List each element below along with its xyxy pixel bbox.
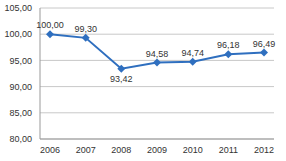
svg-text:2006: 2006 [40, 145, 60, 155]
svg-text:94,74: 94,74 [181, 48, 204, 58]
svg-text:2011: 2011 [219, 145, 238, 155]
svg-text:2008: 2008 [111, 145, 131, 155]
svg-text:100,00: 100,00 [8, 29, 32, 39]
svg-text:93,42: 93,42 [110, 74, 133, 84]
svg-text:105,00: 105,00 [8, 3, 32, 13]
svg-text:99,30: 99,30 [74, 24, 97, 34]
svg-text:100,00: 100,00 [36, 20, 64, 30]
svg-text:80,00: 80,00 [9, 134, 32, 144]
svg-text:96,49: 96,49 [253, 39, 276, 49]
svg-text:95,00: 95,00 [9, 56, 32, 66]
svg-text:90,00: 90,00 [9, 82, 32, 92]
svg-text:85,00: 85,00 [9, 108, 32, 118]
svg-text:2007: 2007 [76, 145, 96, 155]
svg-text:2012: 2012 [254, 145, 274, 155]
svg-text:2010: 2010 [183, 145, 203, 155]
svg-text:96,18: 96,18 [217, 40, 240, 50]
svg-text:2009: 2009 [147, 145, 167, 155]
svg-text:94,58: 94,58 [146, 49, 169, 59]
